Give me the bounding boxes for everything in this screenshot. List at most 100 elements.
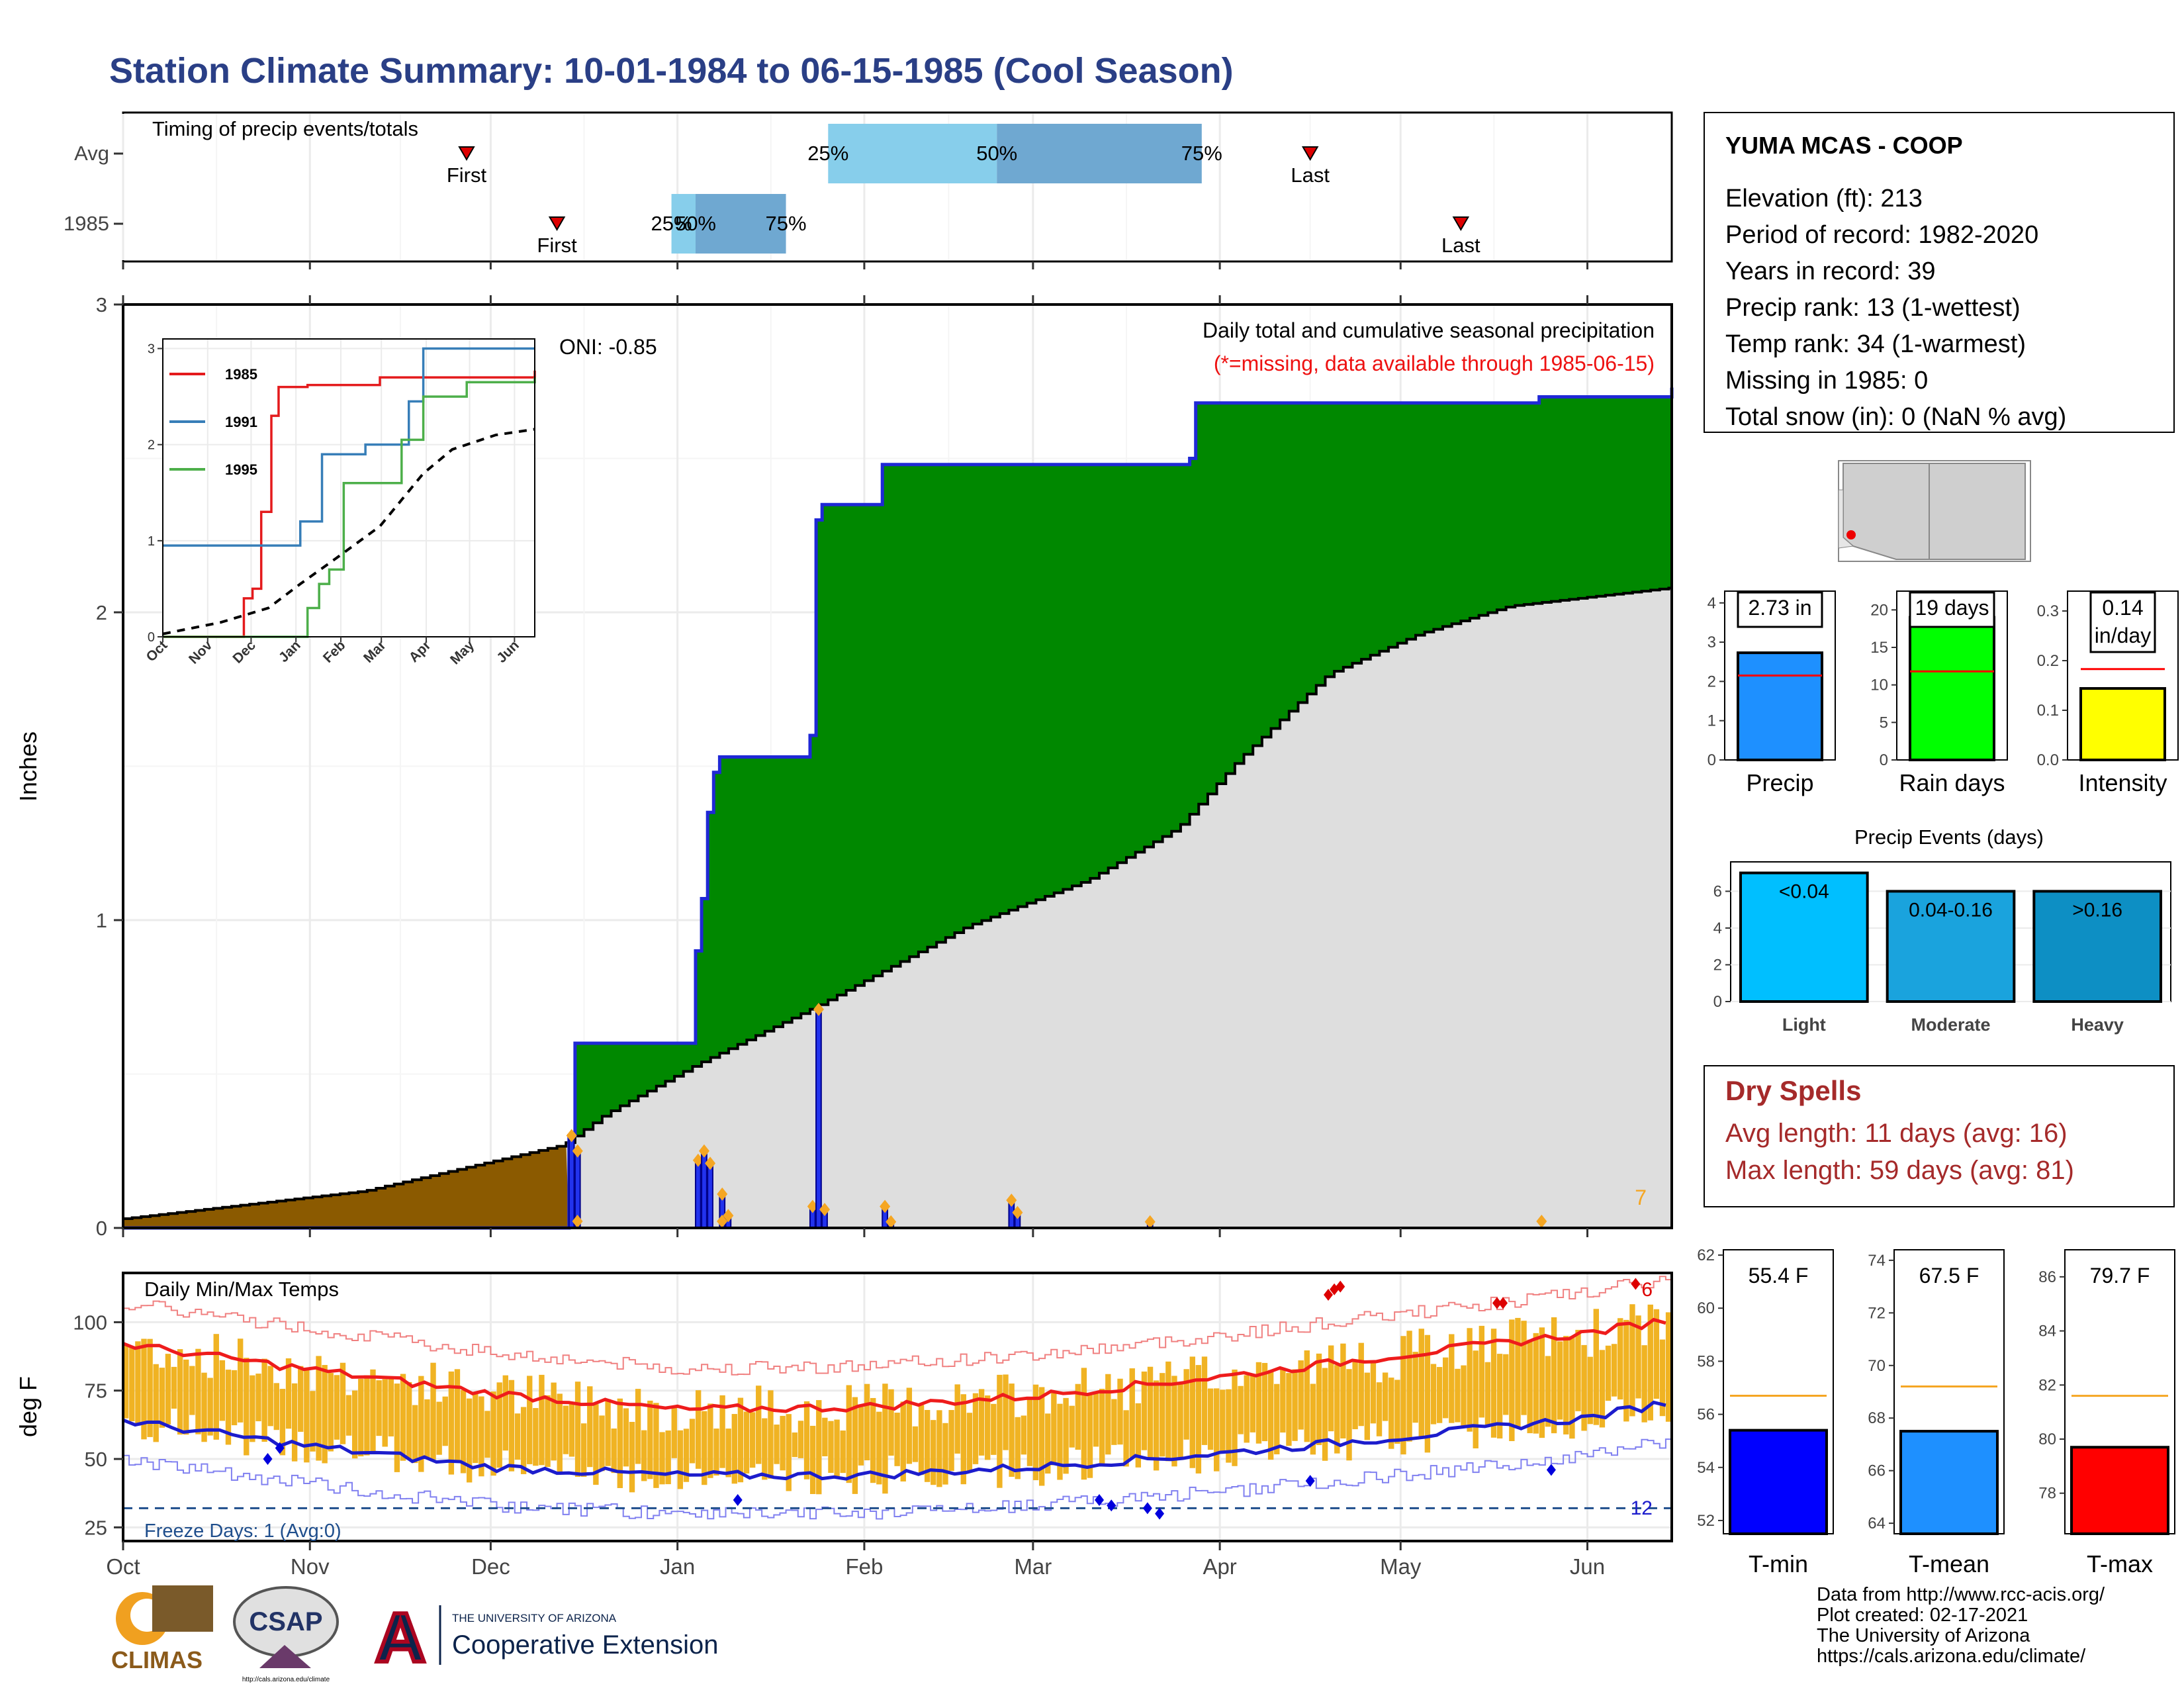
events-category-label: Light xyxy=(1782,1015,1826,1035)
daily-temp-bar xyxy=(250,1375,255,1442)
timing-first-marker xyxy=(458,146,475,161)
daily-temp-bar xyxy=(123,1344,129,1419)
station-info-line: Precip rank: 13 (1-wettest) xyxy=(1725,294,2021,322)
normal-tmax-line xyxy=(122,1317,1666,1413)
summary-bar xyxy=(2079,687,2166,761)
events-bar xyxy=(2032,890,2162,1003)
daily-temp-bar xyxy=(527,1376,533,1464)
daily-temp-bar xyxy=(948,1410,954,1472)
daily-temp-bar xyxy=(147,1338,153,1437)
daily-temp-bar xyxy=(520,1407,527,1474)
daily-temp-bar xyxy=(960,1394,966,1485)
daily-temp-bar xyxy=(1515,1317,1521,1427)
daily-precip-marker xyxy=(819,1203,831,1217)
daily-temp-bar xyxy=(1617,1318,1623,1400)
daily-temp-bar xyxy=(418,1376,424,1472)
daily-temp-bar xyxy=(991,1403,997,1455)
daily-temp-bar xyxy=(1267,1370,1274,1460)
station-info-box: YUMA MCAS - COOP Elevation (ft): 213 Peri… xyxy=(1704,112,2175,433)
daily-temp-bar xyxy=(653,1403,659,1488)
daily-temp-bar xyxy=(743,1411,750,1474)
temp-summary-ytick-label: 58 xyxy=(1697,1352,1715,1370)
month-label: Oct xyxy=(106,1554,140,1579)
timing-title: Timing of precip events/totals xyxy=(152,117,418,140)
daily-temp-bar xyxy=(894,1413,900,1466)
daily-temp-bar xyxy=(466,1398,473,1483)
daily-temp-bar xyxy=(1117,1378,1123,1445)
daily-temp-bar xyxy=(1298,1360,1304,1430)
map-new-mexico xyxy=(1929,463,2026,560)
daily-temp-bar xyxy=(557,1393,563,1475)
temp-ylabel: deg F xyxy=(15,1376,42,1437)
daily-temp-bar xyxy=(864,1383,870,1461)
daily-temp-bar xyxy=(1473,1350,1479,1449)
daily-temp-bar xyxy=(1021,1415,1027,1455)
daily-temp-bar xyxy=(388,1378,394,1436)
daily-temp-bar xyxy=(545,1395,551,1468)
daily-temp-bar xyxy=(629,1421,635,1493)
daily-precip-marker xyxy=(886,1215,897,1229)
climas-logo: CLIMAS xyxy=(111,1585,213,1673)
inset-legend-label: 1995 xyxy=(225,461,257,478)
daily-temp-bar xyxy=(780,1415,786,1471)
daily-temp-bar xyxy=(255,1374,261,1422)
daily-temp-bar xyxy=(580,1423,587,1477)
record-high-marker xyxy=(1631,1278,1641,1290)
daily-temp-bar xyxy=(539,1374,545,1466)
summary-ytick-label: 4 xyxy=(1707,594,1716,612)
daily-temp-bar xyxy=(1153,1380,1160,1471)
daily-temp-bar xyxy=(912,1426,919,1462)
daily-temp-bar xyxy=(617,1398,623,1488)
daily-temp-bar xyxy=(1521,1321,1527,1415)
daily-temp-bar xyxy=(725,1429,731,1477)
daily-temp-bar xyxy=(1479,1325,1485,1418)
daily-temp-bar xyxy=(834,1419,840,1477)
daily-temp-bar xyxy=(189,1366,195,1415)
events-ytick-label: 6 xyxy=(1713,882,1722,900)
temp-title: Daily Min/Max Temps xyxy=(144,1278,339,1301)
daily-temp-bar xyxy=(1135,1403,1142,1468)
timing-first-label: First xyxy=(537,234,577,257)
daily-temp-bar xyxy=(611,1429,617,1474)
summary-ytick-label: 2 xyxy=(1707,673,1716,690)
daily-temp-bar xyxy=(334,1375,340,1440)
temp-summary-ytick-label: 86 xyxy=(2038,1268,2056,1286)
temp-summary-ytick-label: 66 xyxy=(1868,1462,1886,1480)
daily-temp-bar xyxy=(828,1421,834,1474)
daily-temp-bar xyxy=(936,1410,942,1487)
daily-temp-bar xyxy=(1003,1374,1009,1450)
daily-temp-bar xyxy=(533,1408,539,1466)
daily-precip-bar xyxy=(568,1135,575,1229)
timing-bar-25-50 xyxy=(828,124,997,183)
light-event-count: 7 xyxy=(1635,1186,1647,1209)
daily-temp-bar xyxy=(1406,1331,1412,1442)
daily-temp-bar xyxy=(641,1430,647,1481)
csap-url: http://cals.arizona.edu/climate xyxy=(242,1676,330,1683)
daily-temp-bar xyxy=(153,1364,159,1442)
daily-temp-bar xyxy=(593,1404,599,1485)
daily-temp-bar xyxy=(1376,1382,1383,1436)
footer-line: https://cals.arizona.edu/climate/ xyxy=(1817,1646,2086,1667)
cumulative-normal-area xyxy=(563,587,1672,1228)
daily-temp-bar xyxy=(1322,1368,1328,1461)
daily-temp-bar xyxy=(1424,1335,1431,1453)
daily-temp-bar xyxy=(171,1366,177,1409)
ua-small-text: THE UNIVERSITY OF ARIZONA xyxy=(452,1612,617,1624)
month-label: Apr xyxy=(1203,1554,1236,1579)
daily-temp-bar xyxy=(563,1405,569,1454)
temp-summary-chart-t-mean: 64 66 68 70 72 74 67.5 F T-mean xyxy=(1868,1249,2005,1577)
daily-temp-bar xyxy=(1045,1413,1051,1474)
record-low-count: 12 xyxy=(1631,1497,1653,1519)
daily-temp-bar xyxy=(1394,1380,1400,1444)
daily-temp-bar xyxy=(1641,1345,1647,1423)
temp-summary-ytick-label: 54 xyxy=(1697,1459,1715,1477)
daily-temp-bar xyxy=(219,1360,226,1421)
temp-summary-ytick-label: 82 xyxy=(2038,1376,2056,1394)
daily-temp-bar xyxy=(141,1338,147,1440)
timing-first-label: First xyxy=(447,164,487,187)
daily-temp-bar xyxy=(1449,1334,1455,1423)
cumulative-normal-line xyxy=(123,586,1673,1221)
summary-value-box xyxy=(2089,591,2156,653)
map-arizona xyxy=(1843,463,1930,560)
summary-ytick-label: 20 xyxy=(1870,601,1888,619)
